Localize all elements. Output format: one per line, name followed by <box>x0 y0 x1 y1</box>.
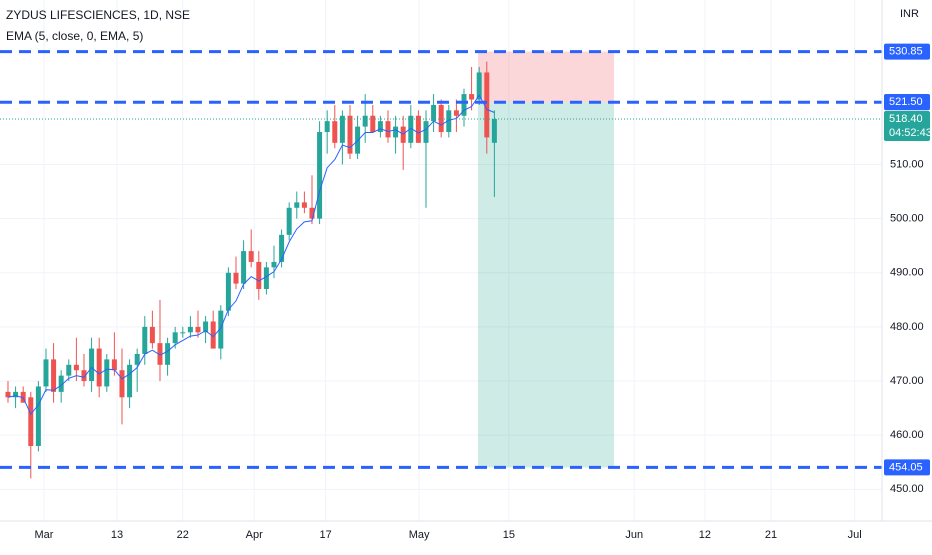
candle-body <box>415 115 421 143</box>
y-tick-label: 470.00 <box>890 375 924 387</box>
candle-body <box>271 261 277 268</box>
x-tick-label: 22 <box>177 529 189 541</box>
candle-body <box>453 110 459 116</box>
candle-body <box>35 386 41 447</box>
candle-body <box>491 119 497 143</box>
y-tick-label: 510.00 <box>890 158 924 170</box>
candle-body <box>210 321 216 349</box>
y-tick-label: 500.00 <box>890 213 924 225</box>
candle-body <box>317 131 323 219</box>
candle-body <box>233 272 239 284</box>
x-tick-label: Jun <box>625 529 643 541</box>
candle-body <box>51 359 57 392</box>
currency: INR <box>900 8 919 20</box>
candle-body <box>324 121 330 132</box>
candle-body <box>58 375 64 392</box>
candle-body <box>127 364 133 398</box>
x-tick-label: 13 <box>111 529 123 541</box>
x-tick-label: Jul <box>848 529 862 541</box>
price-label: 521.50 <box>889 96 923 108</box>
candle-body <box>332 121 338 143</box>
indicator-legend: EMA (5, close, 0, EMA, 5) <box>6 29 143 43</box>
x-tick-label: Mar <box>35 529 54 541</box>
candle-body <box>89 348 95 382</box>
price-timer: 04:52:43 <box>889 127 932 139</box>
x-tick-label: May <box>409 529 430 541</box>
candle-body <box>431 104 437 122</box>
candle-body <box>13 391 19 398</box>
candle-body <box>484 72 490 138</box>
y-tick-label: 490.00 <box>890 267 924 279</box>
candle-body <box>218 310 224 349</box>
candle-body <box>248 251 254 262</box>
candle-body <box>362 115 368 127</box>
candle-body <box>28 397 34 447</box>
candle-body <box>149 326 155 344</box>
candle-body <box>393 126 399 138</box>
candle-body <box>104 359 110 387</box>
x-tick-label: 12 <box>699 529 711 541</box>
candle-body <box>385 121 391 138</box>
chart-title: ZYDUS LIFESCIENCES, 1D, NSE <box>6 8 190 22</box>
y-tick-label: 460.00 <box>890 429 924 441</box>
candle-body <box>423 121 429 143</box>
candle-body <box>339 115 345 143</box>
candle-body <box>165 343 171 365</box>
candle-body <box>187 326 193 333</box>
candle-body <box>5 391 11 398</box>
candle-body <box>279 234 285 262</box>
candle-body <box>408 115 414 143</box>
candle-body <box>134 353 140 365</box>
candle-body <box>347 115 353 154</box>
candle-body <box>469 94 475 100</box>
x-tick-label: 15 <box>503 529 515 541</box>
candle-body <box>119 370 125 398</box>
candle-body <box>370 115 376 132</box>
y-tick-label: 450.00 <box>890 483 924 495</box>
candle-body <box>309 207 315 219</box>
ema-line <box>7 94 495 416</box>
candle-body <box>203 321 209 333</box>
candle-body <box>286 207 292 235</box>
candle-body <box>157 343 163 365</box>
candle-body <box>96 348 102 387</box>
x-tick-label: 21 <box>765 529 777 541</box>
candle-body <box>195 326 201 333</box>
candle-body <box>241 251 247 284</box>
x-tick-label: Apr <box>246 529 263 541</box>
y-tick-label: 480.00 <box>890 321 924 333</box>
plot-area <box>0 0 882 521</box>
candle-body <box>180 332 186 334</box>
candle-body <box>66 364 72 376</box>
candle-body <box>172 332 178 344</box>
candle-body <box>263 267 269 290</box>
candle-body <box>446 110 452 132</box>
stop-zone <box>478 51 614 103</box>
price-label-bg <box>884 94 930 111</box>
candle-body <box>476 72 482 100</box>
candle-body <box>111 359 117 371</box>
price-label: 518.40 <box>889 113 923 125</box>
candle-body <box>294 202 300 208</box>
candle-body <box>225 272 231 311</box>
candle-body <box>301 202 307 208</box>
x-tick-label: 17 <box>320 529 332 541</box>
candle-body <box>73 364 79 371</box>
price-label-bg <box>884 459 930 476</box>
price-label: 454.05 <box>889 461 923 473</box>
candle-body <box>142 326 148 354</box>
price-label-bg <box>884 111 930 142</box>
candle-body <box>438 104 444 132</box>
candle-body <box>377 121 383 132</box>
candle-body <box>256 261 262 290</box>
target-zone <box>478 102 614 468</box>
candle-body <box>461 94 467 116</box>
price-label-bg <box>884 43 930 60</box>
candle-body <box>81 370 87 382</box>
candle-body <box>43 359 49 387</box>
price-label: 530.85 <box>889 46 923 58</box>
